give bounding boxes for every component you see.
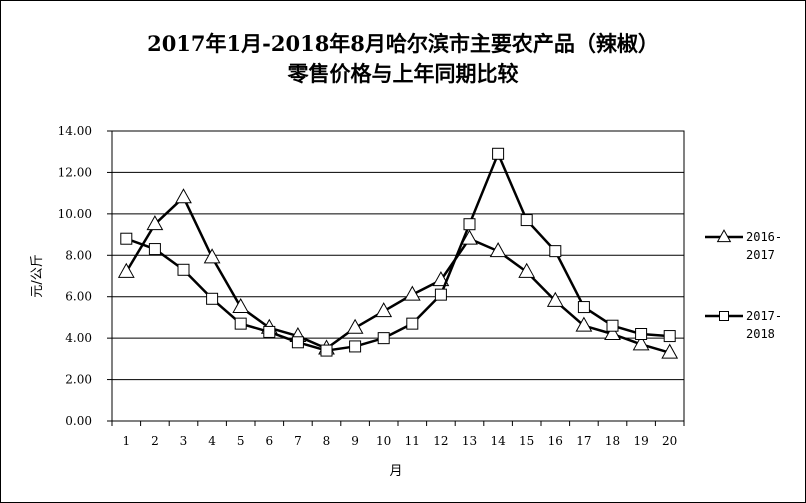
triangle-marker	[604, 324, 621, 340]
triangle-marker	[546, 291, 564, 307]
square-marker	[549, 245, 562, 258]
legend-square-marker	[719, 311, 729, 321]
series-2	[120, 147, 676, 357]
y-tick-label: 6.00	[65, 290, 92, 304]
legend: 2016- 2017 2017- 2018	[705, 229, 782, 341]
square-marker	[434, 288, 447, 301]
legend-label: 2017-	[746, 309, 782, 323]
x-tick-label: 4	[208, 434, 216, 448]
triangle-marker	[632, 335, 650, 351]
y-tick-label: 10.00	[58, 207, 92, 221]
x-tick-label: 1	[122, 434, 130, 448]
triangle-marker	[661, 343, 679, 359]
plot-area	[111, 130, 685, 422]
square-marker	[663, 330, 676, 343]
square-marker	[206, 292, 219, 305]
square-marker	[406, 317, 419, 330]
legend-label: 2016-	[746, 230, 782, 244]
x-tick-label: 2	[151, 434, 159, 448]
square-marker	[234, 317, 247, 330]
triangle-marker	[146, 215, 164, 231]
x-tick-label: 15	[519, 434, 534, 448]
x-tick-label: 3	[180, 434, 188, 448]
triangle-marker	[461, 229, 478, 245]
triangle-marker	[203, 248, 221, 264]
square-marker	[606, 319, 619, 332]
y-tick-label: 12.00	[58, 165, 92, 179]
square-marker	[635, 328, 648, 340]
x-tick-label: 8	[323, 434, 331, 448]
square-marker	[520, 214, 533, 227]
x-tick-label: 5	[237, 434, 245, 448]
y-tick-label: 2.00	[65, 373, 92, 387]
series-1	[117, 188, 679, 359]
y-tick-label: 8.00	[65, 248, 92, 262]
square-marker	[577, 301, 590, 314]
x-tick-label: 12	[433, 434, 448, 448]
square-marker	[148, 243, 161, 256]
legend-item-1: 2016- 2017	[705, 229, 782, 262]
square-marker	[120, 232, 133, 245]
series-line	[125, 196, 671, 354]
triangle-marker	[346, 318, 364, 334]
triangle-marker	[403, 285, 421, 301]
y-axis-ticks: 0.00 2.00 4.00 6.00 8.00 10.00 12.00 14.00	[58, 124, 112, 428]
chart-title-line-2: 零售价格与上年同期比较	[287, 61, 519, 86]
x-tick-label: 14	[490, 434, 506, 448]
triangle-marker	[175, 188, 192, 204]
square-marker	[263, 325, 276, 338]
triangle-marker	[518, 262, 536, 278]
x-tick-label: 19	[633, 434, 648, 448]
triangle-marker	[489, 242, 507, 258]
y-tick-label: 0.00	[65, 414, 92, 428]
legend-label: 2018	[746, 327, 775, 341]
legend-triangle-marker	[716, 229, 732, 243]
series-line	[125, 152, 670, 352]
square-marker	[349, 340, 362, 353]
legend-item-2: 2017- 2018	[705, 309, 782, 341]
triangle-marker	[375, 302, 393, 318]
y-axis-label: 元/公斤	[30, 254, 45, 297]
x-tick-label: 6	[265, 434, 273, 448]
triangle-marker	[232, 297, 250, 314]
square-marker	[320, 344, 333, 357]
x-tick-label: 7	[294, 434, 302, 448]
square-marker	[291, 336, 304, 349]
x-tick-label: 9	[351, 434, 359, 448]
legend-label: 2017	[746, 248, 775, 262]
series-group	[117, 147, 679, 359]
x-tick-label: 13	[462, 434, 477, 448]
x-tick-label: 10	[376, 434, 391, 448]
y-tick-label: 14.00	[58, 124, 92, 138]
triangle-marker	[575, 316, 593, 332]
y-tick-label: 4.00	[65, 331, 92, 345]
x-tick-label: 18	[605, 434, 620, 448]
gridlines	[112, 171, 684, 381]
x-tick-label: 16	[548, 434, 563, 448]
x-axis-label: 月	[389, 464, 402, 479]
x-tick-label: 17	[576, 434, 591, 448]
x-tick-label: 11	[405, 434, 420, 448]
x-axis-ticks: 1 2 3 4 5 6 7 8 9 10 11 12 13 14 15 16 17 18 19 20	[111, 421, 685, 448]
square-marker	[177, 263, 190, 276]
square-marker	[377, 332, 390, 345]
chart-title-line-1: 2017年1月-2018年8月哈尔滨市主要农产品（辣椒）	[147, 31, 659, 56]
square-marker	[463, 218, 476, 231]
x-tick-label: 20	[662, 434, 677, 448]
square-marker	[492, 147, 505, 160]
triangle-marker	[117, 262, 135, 278]
chart-title: 2017年1月-2018年8月哈尔滨市主要农产品（辣椒） 零售价格与上年同期比较	[147, 31, 659, 86]
